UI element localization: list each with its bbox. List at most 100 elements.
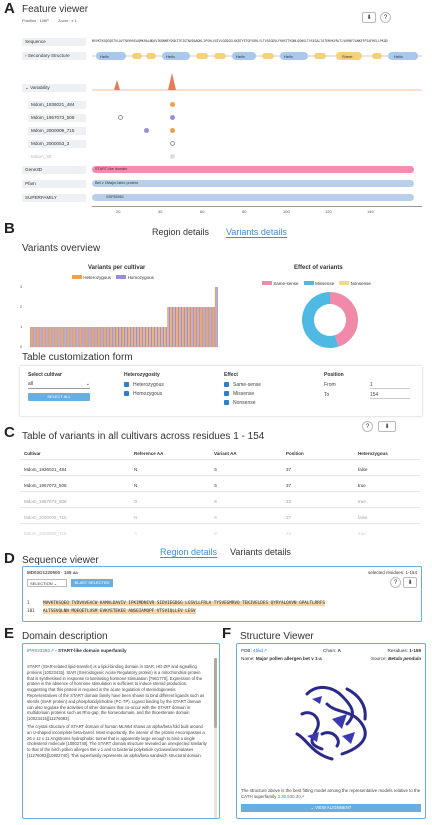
gene3d-domain-bar[interactable]: START-like domain: [92, 166, 414, 173]
variant-dot[interactable]: [170, 102, 175, 107]
bar-heterozygous: [188, 307, 190, 347]
select-all-button[interactable]: SELECT ALL: [28, 393, 90, 401]
pfam-domain-bar[interactable]: Bet v I/Major latex protein: [92, 180, 414, 187]
from-input[interactable]: 1: [370, 382, 410, 389]
variant-dot[interactable]: [170, 128, 175, 133]
help-button[interactable]: ?: [390, 577, 401, 588]
table-row[interactable]: Mdom_1957073_508 N S 37 true: [20, 478, 420, 492]
bar-homozygous: [177, 307, 180, 347]
sequence-line-2-number: 101: [27, 609, 35, 614]
effect-option-same-sense[interactable]: Same-sense: [224, 382, 261, 388]
effect-option-nonsense[interactable]: Nonsense: [224, 400, 256, 406]
ipr-link[interactable]: IPR023393: [27, 648, 50, 653]
variant-dot[interactable]: [170, 115, 175, 120]
helix-label-1: Helix: [100, 54, 109, 59]
zygosity-option-heterozygous[interactable]: Heterozygous: [124, 382, 164, 388]
track-secondary-structure[interactable]: › Secondary Structure: [22, 52, 86, 60]
legend-swatch-missense: [303, 281, 314, 285]
bar-homozygous: [150, 327, 153, 347]
table-row[interactable]: Mdom_1957073_508 G S 13 true: [20, 494, 420, 508]
cath-link[interactable]: 3.30.530.20: [277, 793, 301, 799]
bar-heterozygous: [137, 327, 139, 347]
table-row[interactable]: Mdom_2000009_715 N S 37 false: [20, 510, 420, 524]
table-row[interactable]: Mdom_1936021_484 N S 37 false: [20, 462, 420, 476]
bar-heterozygous: [191, 307, 193, 347]
chevron-right-icon: ›: [25, 53, 27, 58]
variant-dot[interactable]: [170, 141, 175, 146]
legend-swatch-heterozygous: [72, 275, 82, 279]
helix-4: [280, 52, 308, 60]
bar-heterozygous: [131, 327, 133, 347]
help-icon: ?: [393, 579, 398, 586]
tab-region-details[interactable]: Region details: [152, 227, 210, 237]
variability-plot: [92, 73, 422, 91]
variant-dot[interactable]: [118, 115, 123, 120]
helix-label-3: Helix: [236, 54, 245, 59]
sheet-8: [372, 53, 382, 59]
track-variability[interactable]: ⌄ Variability: [22, 84, 86, 92]
checkbox-checked-icon: [124, 391, 129, 397]
download-button[interactable]: ⬇: [362, 12, 376, 23]
scrollbar-thumb[interactable]: [214, 658, 217, 728]
bar-heterozygous: [215, 287, 217, 347]
bar-heterozygous: [152, 327, 154, 347]
sheet-3: [196, 53, 208, 59]
secondary-structure-svg: Helix Helix Helix Helix Sheet Helix: [92, 52, 422, 60]
to-input[interactable]: 154: [370, 392, 410, 399]
pdb-link[interactable]: 4bkd: [253, 648, 263, 653]
bar-heterozygous: [71, 327, 74, 347]
checkbox-checked-icon: [224, 382, 229, 388]
bar-heterozygous: [176, 307, 178, 347]
tab-variants-details[interactable]: Variants details: [230, 547, 291, 557]
helix-1: [96, 52, 126, 60]
cultivar-track-4: Mdom_2000053_3: [28, 140, 86, 148]
cultivar-track-3: Mdom_2000009_715: [28, 127, 86, 135]
panel-letter-d: D: [4, 550, 15, 567]
bar-homozygous: [126, 327, 129, 347]
tab-variants-details[interactable]: Variants details: [226, 227, 287, 238]
legend-swatch-homozygous: [116, 275, 127, 279]
bar-homozygous: [201, 307, 203, 347]
bar-heterozygous: [167, 307, 169, 347]
bar-homozygous: [135, 327, 138, 347]
view-alignment-button[interactable]: ⌄ VIEW ALIGNMENT: [241, 804, 421, 812]
bar-heterozygous: [155, 327, 157, 347]
tab-region-details[interactable]: Region details: [160, 547, 218, 558]
bar-homozygous: [204, 307, 206, 347]
effect-option-missense[interactable]: Missense: [224, 391, 254, 397]
bar-y-tick: 0: [20, 344, 23, 349]
bar-heterozygous: [128, 327, 130, 347]
protein-structure-render[interactable]: [287, 674, 377, 769]
bar-homozygous: [100, 327, 102, 347]
chevron-down-icon: ⌄: [25, 85, 29, 90]
scrollbar[interactable]: [214, 658, 217, 818]
table-row[interactable]: Mdom_2000009_715 A V 24 true: [24, 531, 366, 536]
blast-selected-button[interactable]: BLAST SELECTED: [71, 579, 113, 587]
legend-same-sense: Same-sense: [273, 281, 299, 286]
selection-dropdown[interactable]: SELECTION ⌄: [27, 579, 67, 587]
variant-dot[interactable]: [144, 128, 149, 133]
sequence-line-2[interactable]: ALTSEVQLNN MQEQETLVSM EVKYETEKEE ANSEIAM…: [43, 609, 196, 614]
variants-overview-title: Variants overview: [22, 243, 101, 254]
legend-missense: Missense: [315, 281, 335, 286]
bar-homozygous: [156, 327, 159, 347]
bar-y-tick: 3: [20, 284, 23, 289]
download-button[interactable]: ⬇: [403, 577, 417, 588]
zygosity-option-homozygous[interactable]: Homozygous: [124, 391, 162, 397]
sequence-line-1[interactable]: MVVKTKSQEQ TVDVAVEACW KAMALDAVIV IPKIMDN…: [43, 601, 325, 606]
help-button[interactable]: ?: [362, 421, 373, 432]
bar-homozygous: [34, 327, 36, 347]
superfamily-domain-bar[interactable]: SSF55961: [92, 194, 414, 201]
bar-homozygous: [97, 327, 99, 347]
bar-homozygous: [94, 327, 96, 347]
chevron-down-icon: ⌄: [310, 805, 315, 810]
sheet-1: [132, 53, 142, 59]
help-button[interactable]: ?: [380, 12, 391, 23]
bar-homozygous: [210, 307, 212, 347]
bar-homozygous: [189, 307, 191, 347]
bar-homozygous: [112, 327, 114, 347]
cultivar-select[interactable]: all ⌄: [28, 381, 90, 389]
variant-dot[interactable]: [170, 154, 175, 159]
sheet-6: [314, 53, 326, 59]
download-button[interactable]: ⬇: [378, 421, 396, 432]
